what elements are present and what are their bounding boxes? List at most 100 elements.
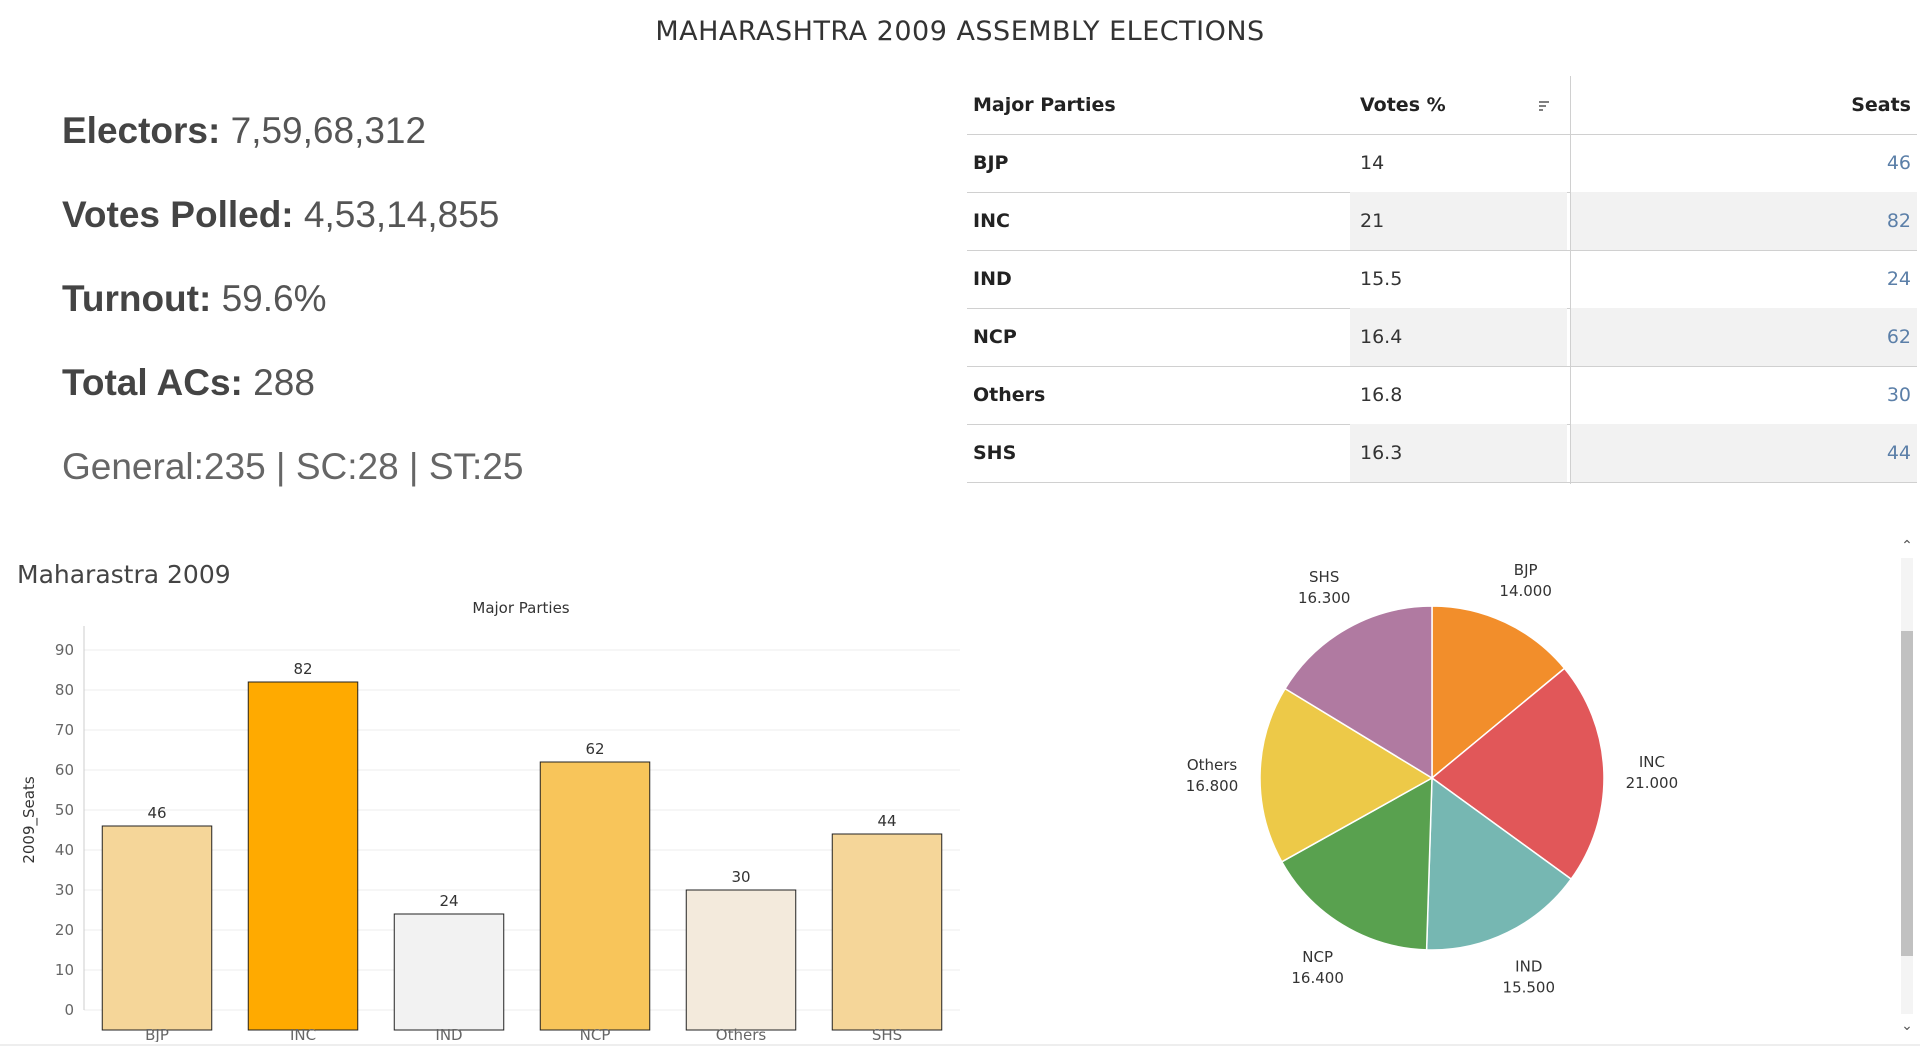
pie-slice-ind — [1425, 776, 1573, 951]
pie-label: Others — [1187, 756, 1238, 774]
scroll-thumb[interactable] — [1901, 631, 1913, 956]
seats-cell: 24 — [1886, 268, 1911, 290]
pie-label: IND — [1515, 958, 1542, 976]
x-tick-label: INC — [290, 1026, 316, 1042]
seats-cell: 30 — [1886, 384, 1911, 406]
y-tick-label: 50 — [55, 801, 74, 819]
sort-icon[interactable] — [1537, 99, 1551, 113]
votes-polled-stat: Votes Polled: 4,53,14,855 — [62, 194, 499, 236]
table-row: SHS 16.3 44 — [967, 424, 1917, 483]
votes-pie-chart: BJP 14.000 INC 21.000 IND 15.500 NCP 16.400 Othe… — [1186, 561, 1679, 997]
pie-label: BJP — [1514, 561, 1538, 579]
pie-value-label: 16.400 — [1291, 969, 1344, 987]
y-tick-label: 10 — [55, 961, 74, 979]
pie-label: INC — [1639, 753, 1665, 771]
electors-stat: Electors: 7,59,68,312 — [62, 110, 426, 152]
x-tick-label: BJP — [145, 1026, 169, 1042]
votes-cell: 14 — [1360, 152, 1385, 174]
header-votes-percent[interactable]: Votes % — [1360, 94, 1446, 116]
bar-value-label: 30 — [731, 868, 750, 886]
votes-polled-label: Votes Polled: — [62, 194, 294, 235]
y-tick-label: 60 — [55, 761, 74, 779]
table-row: IND 15.5 24 — [967, 250, 1917, 309]
table-row: BJP 14 46 — [967, 134, 1917, 193]
y-tick-label: 30 — [55, 881, 74, 899]
scroll-up-icon[interactable]: ⌃ — [1901, 538, 1913, 554]
turnout-value: 59.6% — [221, 278, 327, 319]
bar-value-label: 44 — [877, 812, 896, 830]
votes-polled-value: 4,53,14,855 — [303, 194, 500, 235]
header-major-parties[interactable]: Major Parties — [973, 94, 1116, 116]
seats-cell: 46 — [1886, 152, 1911, 174]
x-axis-title: Major Parties — [472, 599, 569, 617]
total-acs-value: 288 — [253, 362, 315, 403]
electors-label: Electors: — [62, 110, 221, 151]
votes-cell: 16.8 — [1360, 384, 1403, 406]
bar-inc — [247, 681, 359, 1031]
party-cell: NCP — [973, 326, 1017, 348]
bar-others — [685, 889, 797, 1031]
y-tick-label: 0 — [64, 1001, 74, 1019]
table-row: NCP 16.4 62 — [967, 308, 1917, 367]
pie-label: SHS — [1309, 568, 1339, 586]
bottom-divider — [0, 1044, 1920, 1046]
x-tick-label: Others — [716, 1026, 767, 1042]
pie-value-label: 16.800 — [1186, 777, 1239, 795]
bar-chart-title: Maharastra 2009 — [17, 560, 231, 589]
vertical-scrollbar[interactable]: ⌃ ⌄ — [1896, 536, 1918, 1036]
pie-value-label: 15.500 — [1503, 979, 1556, 997]
x-tick-label: IND — [435, 1026, 462, 1042]
turnout-stat: Turnout: 59.6% — [62, 278, 327, 320]
pie-value-label: 21.000 — [1626, 774, 1679, 792]
y-axis-title: 2009_Seats — [20, 776, 39, 863]
y-tick-label: 90 — [55, 641, 74, 659]
total-acs-stat: Total ACs: 288 — [62, 362, 315, 404]
y-tick-label: 80 — [55, 681, 74, 699]
bar-shs — [831, 833, 943, 1031]
pie-slice-shs — [1284, 605, 1433, 780]
seats-cell: 44 — [1570, 424, 1917, 482]
party-cell: Others — [973, 384, 1046, 406]
electors-value: 7,59,68,312 — [230, 110, 427, 151]
bar-value-label: 46 — [147, 804, 166, 822]
turnout-label: Turnout: — [62, 278, 212, 319]
y-tick-label: 70 — [55, 721, 74, 739]
pie-slice-inc — [1430, 667, 1605, 881]
votes-cell: 15.5 — [1360, 268, 1403, 290]
pie-label: NCP — [1302, 948, 1333, 966]
table-column-divider — [1570, 76, 1571, 484]
scroll-down-icon[interactable]: ⌄ — [1901, 1018, 1913, 1034]
votes-cell: 16.3 — [1350, 424, 1567, 482]
pie-slice-bjp — [1431, 605, 1566, 780]
x-tick-label: NCP — [580, 1026, 611, 1042]
total-acs-label: Total ACs: — [62, 362, 243, 403]
page-title: MAHARASHTRA 2009 ASSEMBLY ELECTIONS — [655, 16, 1265, 47]
bar-ncp — [539, 761, 651, 1031]
pie-slice-ncp — [1280, 776, 1433, 951]
party-cell: IND — [973, 268, 1012, 290]
header-seats[interactable]: Seats — [1851, 94, 1911, 116]
party-cell: SHS — [973, 442, 1017, 464]
seats-cell: 82 — [1570, 192, 1917, 250]
votes-cell: 21 — [1350, 192, 1567, 250]
x-tick-label: SHS — [872, 1026, 902, 1042]
party-cell: INC — [973, 210, 1010, 232]
bar-ind — [393, 913, 505, 1031]
seats-bar-chart: 0 10 20 30 40 50 60 70 80 90 Major Parties 2009_Sea… — [20, 599, 960, 1042]
constituency-categories: General:235 | SC:28 | ST:25 — [62, 446, 524, 487]
table-header-row: Major Parties Votes % Seats — [967, 76, 1917, 135]
votes-cell: 16.4 — [1350, 308, 1567, 366]
pie-slice-others — [1259, 687, 1434, 863]
bar-value-label: 62 — [585, 740, 604, 758]
bar-value-label: 82 — [293, 660, 312, 678]
y-tick-label: 20 — [55, 921, 74, 939]
bar-value-label: 24 — [439, 892, 458, 910]
party-cell: BJP — [973, 152, 1009, 174]
pie-value-label: 14.000 — [1499, 582, 1552, 600]
y-tick-label: 40 — [55, 841, 74, 859]
table-row: INC 21 82 — [967, 192, 1917, 251]
seats-cell: 62 — [1570, 308, 1917, 366]
table-row: Others 16.8 30 — [967, 366, 1917, 425]
bar-bjp — [101, 825, 213, 1031]
pie-value-label: 16.300 — [1298, 589, 1351, 607]
